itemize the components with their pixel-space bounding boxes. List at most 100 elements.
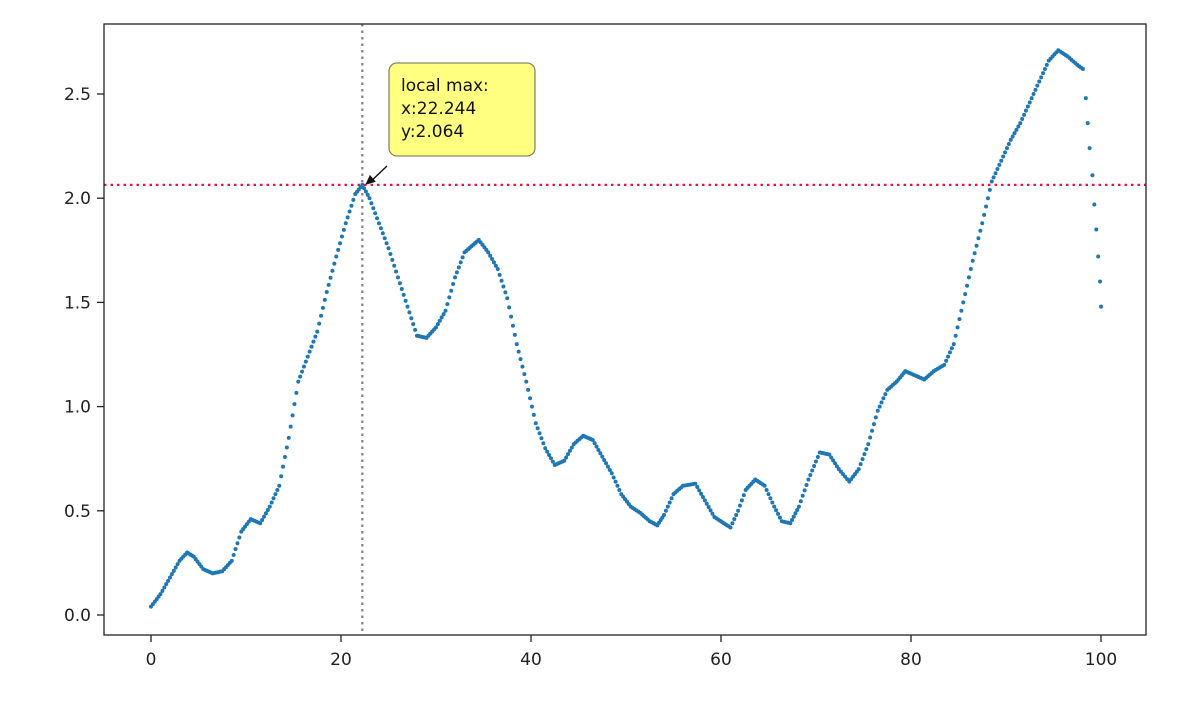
data-point [611, 475, 616, 480]
data-point [706, 505, 711, 510]
data-point [435, 322, 440, 327]
data-point [881, 396, 886, 401]
data-point [800, 493, 805, 498]
data-point [434, 325, 438, 330]
data-point [454, 270, 459, 275]
data-point [957, 317, 962, 322]
data-point [1004, 146, 1009, 151]
data-point [942, 362, 947, 367]
data-point [160, 588, 165, 593]
data-point [776, 511, 780, 516]
data-point [667, 500, 672, 505]
data-point [993, 171, 998, 176]
data-point [562, 458, 567, 463]
data-point [609, 471, 614, 476]
data-point [497, 272, 502, 277]
data-point [392, 263, 397, 268]
data-point [320, 305, 325, 310]
data-point [1087, 146, 1092, 151]
data-point [815, 454, 820, 459]
data-point [237, 535, 242, 540]
data-point [982, 212, 987, 217]
data-point [453, 275, 457, 280]
data-point [173, 565, 178, 570]
data-point [978, 228, 983, 233]
data-point [868, 435, 873, 440]
data-point [1098, 279, 1103, 284]
data-point [516, 349, 521, 354]
data-point [166, 578, 171, 583]
data-point [1022, 112, 1027, 117]
data-point [528, 396, 533, 401]
data-point [980, 221, 985, 226]
data-point [343, 221, 348, 226]
data-point [793, 511, 798, 516]
data-point [460, 255, 465, 260]
data-point [730, 521, 735, 526]
data-point [695, 485, 700, 490]
data-point [345, 215, 350, 220]
x-tick-label: 40 [520, 650, 542, 670]
data-point [1037, 79, 1042, 84]
data-point [449, 288, 454, 293]
data-point [972, 251, 977, 256]
data-point [397, 281, 402, 286]
data-point [396, 275, 400, 280]
data-point [947, 350, 952, 355]
data-point [229, 558, 234, 563]
data-point [959, 308, 964, 313]
data-point [447, 295, 452, 300]
data-point [875, 408, 880, 413]
data-point [1094, 227, 1099, 232]
data-point [290, 413, 295, 418]
data-point [512, 332, 517, 337]
data-point [341, 227, 346, 232]
x-tick-label: 0 [146, 650, 157, 670]
data-point [263, 511, 268, 516]
data-point [531, 412, 536, 417]
data-point [1080, 66, 1085, 71]
data-point [1083, 96, 1088, 101]
annotation-box [388, 62, 536, 157]
data-point [858, 462, 863, 467]
data-point [777, 515, 782, 520]
data-point [1041, 71, 1046, 76]
data-point [997, 162, 1002, 167]
data-point [669, 496, 674, 501]
data-point [770, 500, 775, 505]
data-point [456, 265, 461, 270]
data-point [543, 446, 548, 451]
data-point [347, 209, 352, 214]
data-point [976, 236, 981, 241]
data-point [810, 468, 815, 473]
data-point [535, 426, 540, 431]
data-point [791, 514, 796, 519]
data-point [324, 289, 329, 294]
data-point [693, 481, 698, 486]
data-point [507, 305, 512, 310]
data-point [834, 464, 839, 469]
x-tick-label: 80 [900, 650, 922, 670]
data-point [394, 269, 399, 274]
data-point [866, 442, 871, 447]
data-point [365, 192, 370, 197]
data-point [380, 231, 385, 236]
data-point [493, 263, 498, 268]
data-point [301, 364, 306, 369]
data-point [526, 387, 531, 392]
data-point [862, 452, 867, 457]
data-point [403, 298, 408, 303]
data-point [292, 402, 297, 407]
data-point [405, 304, 410, 309]
data-point [991, 175, 996, 180]
data-point [1012, 131, 1017, 136]
data-point [375, 216, 380, 221]
data-point [665, 504, 670, 509]
data-point [804, 482, 809, 487]
data-point [1092, 202, 1097, 207]
data-point [529, 404, 534, 409]
y-tick-label: 1.5 [64, 293, 91, 313]
data-point [550, 459, 555, 464]
data-point [488, 253, 493, 258]
data-point [1099, 304, 1103, 309]
